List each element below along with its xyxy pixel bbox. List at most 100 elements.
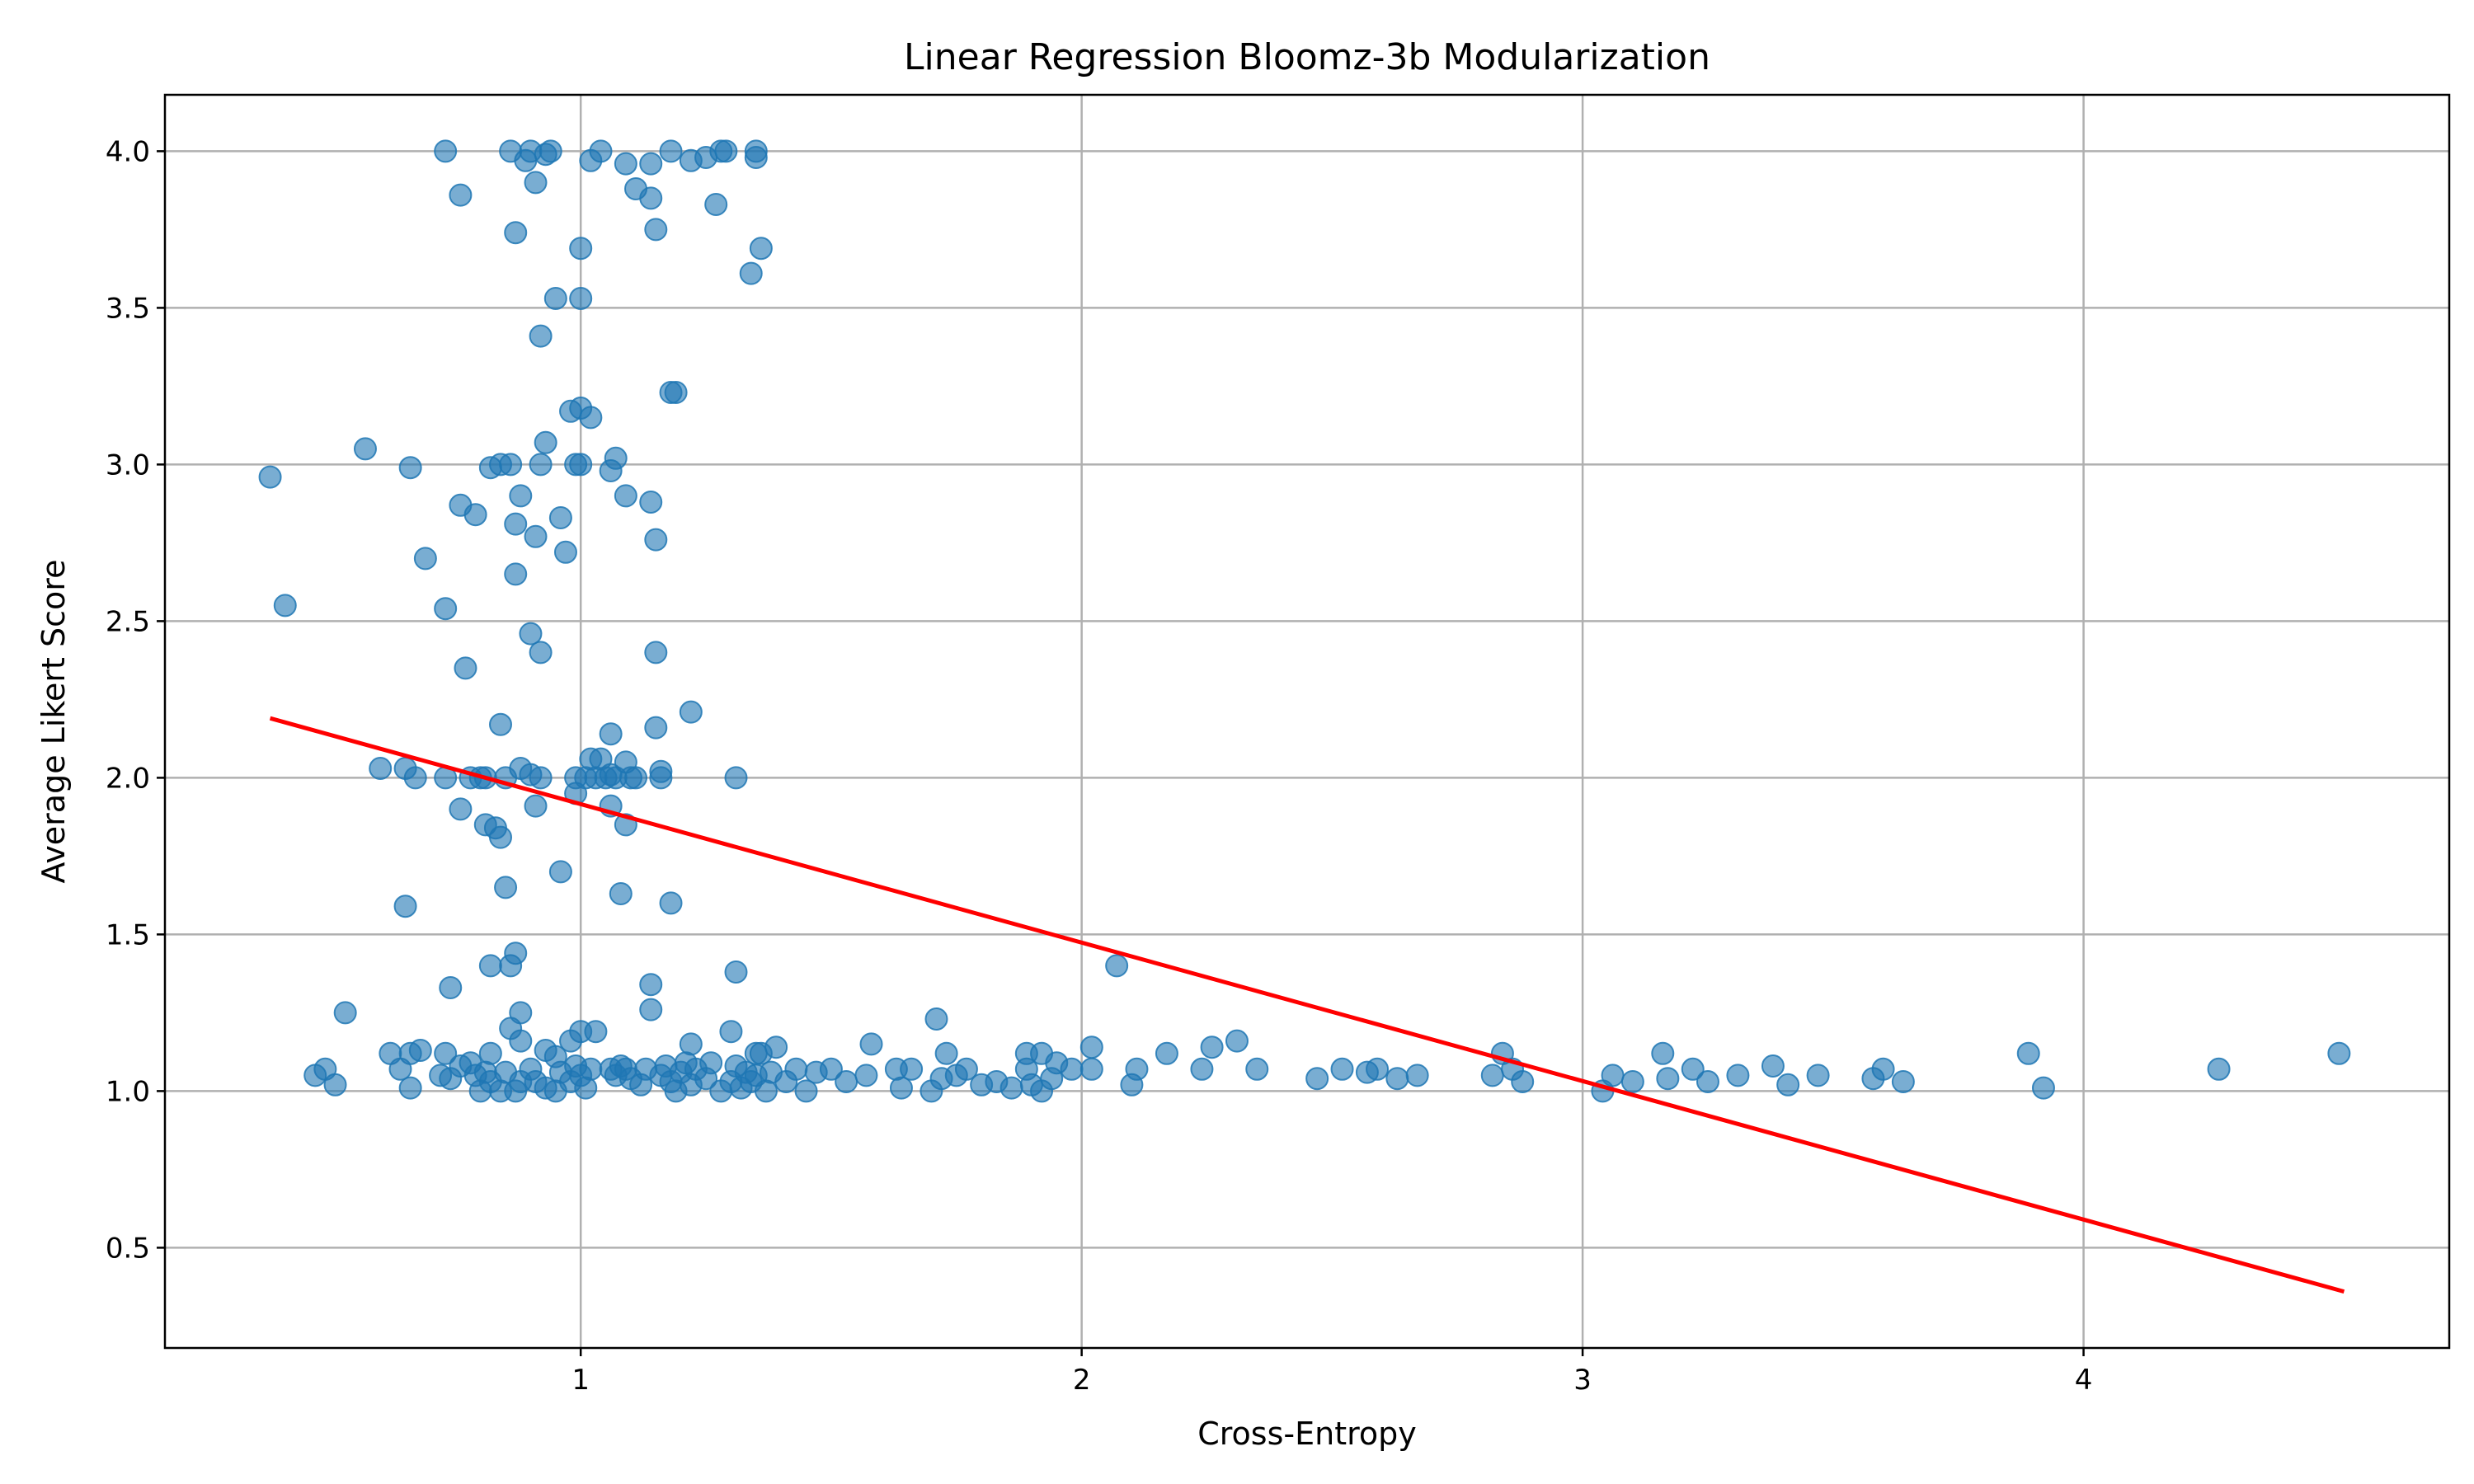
- data-points: [258, 139, 2351, 1103]
- y-tick-label: 4.0: [106, 135, 150, 168]
- data-point: [524, 171, 548, 195]
- data-point: [744, 146, 768, 169]
- data-point: [369, 757, 393, 780]
- data-point: [454, 656, 477, 680]
- data-point: [1245, 1057, 1269, 1081]
- data-point: [488, 825, 512, 849]
- x-tick-label: 1: [571, 1364, 590, 1397]
- data-point: [1405, 1064, 1429, 1087]
- data-point: [509, 1029, 533, 1053]
- data-point: [439, 976, 463, 999]
- data-point: [303, 1064, 327, 1087]
- data-point: [599, 722, 623, 746]
- y-tick-label: 3.0: [106, 448, 150, 481]
- data-point: [1696, 1070, 1719, 1093]
- data-point: [1366, 1057, 1390, 1081]
- data-point: [699, 1051, 723, 1075]
- data-point: [398, 456, 422, 480]
- data-point: [333, 1001, 357, 1025]
- data-point: [353, 437, 377, 461]
- data-point: [794, 1079, 818, 1103]
- x-axis-label: Cross-Entropy: [1197, 1416, 1417, 1452]
- data-point: [579, 1057, 603, 1081]
- data-point: [749, 237, 773, 261]
- data-point: [1651, 1041, 1675, 1065]
- data-point: [529, 453, 553, 477]
- data-point: [589, 139, 613, 163]
- data-point: [639, 152, 663, 176]
- data-point: [679, 1032, 703, 1056]
- data-point: [835, 1070, 858, 1093]
- data-point: [639, 998, 663, 1021]
- data-point: [463, 503, 487, 527]
- data-point: [488, 712, 512, 736]
- data-point: [614, 484, 637, 508]
- data-point: [999, 1076, 1023, 1100]
- data-point: [1079, 1036, 1103, 1059]
- data-point: [1681, 1057, 1705, 1081]
- data-point: [954, 1057, 978, 1081]
- data-point: [704, 193, 728, 216]
- data-point: [1761, 1054, 1785, 1078]
- data-point: [494, 876, 518, 899]
- y-tick-label: 2.5: [106, 605, 150, 638]
- data-point: [624, 766, 648, 790]
- data-point: [1620, 1070, 1644, 1093]
- data-point: [1480, 1064, 1504, 1087]
- data-point: [1305, 1067, 1329, 1091]
- data-point: [553, 540, 577, 564]
- data-point: [478, 1041, 502, 1065]
- y-tick-label: 1.5: [106, 918, 150, 951]
- data-point: [1601, 1064, 1625, 1087]
- data-point: [2327, 1041, 2351, 1065]
- data-point: [569, 237, 593, 261]
- data-point: [504, 221, 528, 245]
- data-point: [534, 430, 557, 454]
- data-point: [509, 484, 533, 508]
- data-point: [504, 562, 528, 586]
- data-point: [664, 381, 688, 404]
- data-point: [724, 960, 748, 984]
- data-point: [754, 1079, 778, 1103]
- y-tick-label: 0.5: [106, 1232, 150, 1265]
- data-point: [719, 1020, 743, 1044]
- data-point: [449, 797, 473, 821]
- data-point: [1060, 1057, 1084, 1081]
- data-point: [1806, 1064, 1830, 1087]
- x-tick-label: 4: [2075, 1364, 2093, 1397]
- data-point: [519, 622, 543, 646]
- y-tick-label: 3.5: [106, 292, 150, 325]
- data-point: [408, 1039, 432, 1062]
- data-point: [784, 1057, 808, 1081]
- data-point: [609, 882, 633, 905]
- data-point: [579, 406, 603, 430]
- y-tick-label: 2.0: [106, 762, 150, 795]
- data-point: [499, 453, 523, 477]
- data-point: [529, 324, 553, 348]
- data-point: [478, 954, 502, 978]
- data-point: [499, 954, 523, 978]
- data-point: [434, 597, 458, 621]
- data-point: [1871, 1057, 1895, 1081]
- data-point: [900, 1057, 924, 1081]
- data-point: [1726, 1064, 1750, 1087]
- data-point: [388, 1057, 412, 1081]
- data-point: [764, 1036, 788, 1059]
- data-point: [859, 1032, 883, 1056]
- data-point: [1105, 954, 1129, 978]
- data-point: [2207, 1057, 2231, 1081]
- data-point: [434, 1041, 458, 1065]
- data-point: [889, 1076, 913, 1100]
- data-point: [449, 183, 473, 207]
- data-point: [659, 139, 683, 163]
- y-axis-label: Average Likert Score: [35, 560, 72, 884]
- data-point: [724, 766, 748, 790]
- data-point: [1656, 1067, 1680, 1091]
- data-point: [1079, 1057, 1103, 1081]
- data-point: [2016, 1041, 2040, 1065]
- data-point: [1511, 1070, 1535, 1093]
- data-point: [649, 766, 673, 790]
- data-point: [258, 465, 282, 489]
- data-point: [819, 1057, 843, 1081]
